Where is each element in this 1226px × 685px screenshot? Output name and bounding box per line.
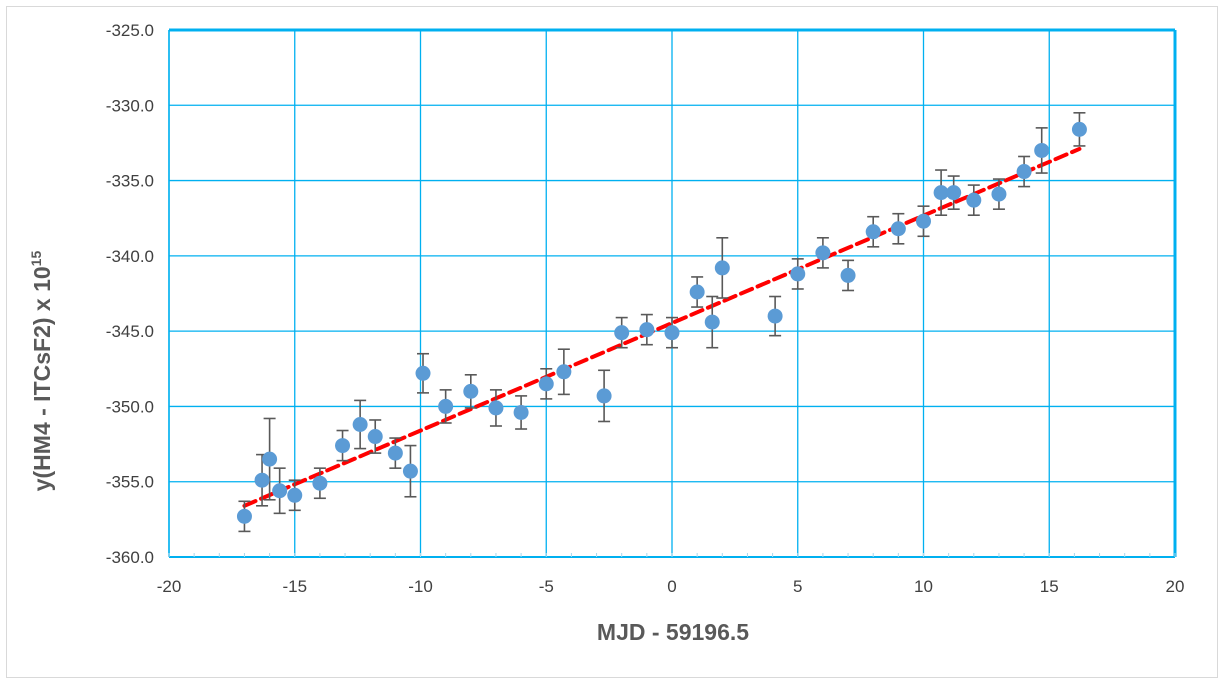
data-point: [287, 487, 303, 503]
data-point: [790, 266, 806, 282]
chart-frame: [6, 6, 1218, 678]
data-point: [689, 284, 705, 300]
data-point: [272, 483, 288, 499]
data-point: [639, 322, 655, 338]
data-point: [236, 508, 252, 524]
data-point: [714, 260, 730, 276]
data-point: [387, 445, 403, 461]
data-point: [312, 475, 328, 491]
data-point: [946, 185, 962, 201]
data-point: [664, 325, 680, 341]
data-point: [704, 314, 720, 330]
data-point: [966, 192, 982, 208]
y-tick-label: -325.0: [106, 21, 154, 40]
y-axis-title: y(HM4 - ITCsF2) x 1015: [28, 251, 55, 492]
data-point: [254, 472, 270, 488]
error-bars: [238, 112, 1086, 533]
x-tick-label: 5: [793, 577, 802, 596]
y-axis-title-exponent: 15: [28, 251, 44, 267]
y-tick-label: -360.0: [106, 548, 154, 567]
data-point: [415, 365, 431, 381]
data-point: [1034, 142, 1050, 158]
data-point: [991, 186, 1007, 202]
x-tick-label: 15: [1040, 577, 1059, 596]
data-point: [815, 245, 831, 261]
x-tick-label: -5: [539, 577, 554, 596]
x-tick-label: 20: [1166, 577, 1185, 596]
data-point: [463, 383, 479, 399]
data-point: [438, 398, 454, 414]
data-point: [596, 388, 612, 404]
x-tick-label: -10: [408, 577, 433, 596]
data-point: [916, 213, 931, 229]
x-axis-title: MJD - 59196.5: [597, 619, 749, 645]
grid-lines: [168, 28, 1177, 558]
data-point: [402, 463, 418, 479]
data-point: [352, 416, 368, 432]
data-point: [513, 404, 529, 420]
data-point: [1016, 164, 1032, 180]
data-point: [556, 364, 572, 380]
y-tick-label: -355.0: [106, 473, 154, 492]
data-point: [367, 429, 383, 445]
data-point: [262, 451, 278, 467]
y-tick-label: -350.0: [106, 397, 154, 416]
y-tick-label: -330.0: [106, 96, 154, 115]
y-tick-label: -345.0: [106, 322, 154, 341]
data-points: [236, 121, 1087, 524]
data-point: [335, 438, 351, 454]
x-tick-label: 0: [667, 577, 676, 596]
y-tick-label: -335.0: [106, 172, 154, 191]
y-axis-title-main: y(HM4 - ITCsF2) x 10: [29, 266, 55, 491]
data-point: [890, 221, 906, 237]
fit-line-group: [242, 146, 1082, 508]
data-point: [538, 376, 554, 392]
data-point: [767, 308, 783, 324]
x-tick-label: -15: [282, 577, 307, 596]
data-point: [865, 224, 881, 240]
data-point: [933, 185, 949, 201]
x-tick-label: -20: [157, 577, 182, 596]
data-point: [1071, 121, 1087, 137]
y-tick-labels: -325.0 -330.0 -335.0 -340.0 -345.0 -350.0 -355…: [106, 21, 154, 567]
y-tick-label: -340.0: [106, 247, 154, 266]
fit-line: [242, 146, 1082, 508]
x-tick-labels: -20 -15 -10 -5 0 5 10 15 20: [157, 577, 1185, 596]
data-point: [488, 400, 504, 416]
data-point: [840, 267, 856, 283]
data-point: [614, 325, 630, 341]
x-tick-label: 10: [914, 577, 933, 596]
